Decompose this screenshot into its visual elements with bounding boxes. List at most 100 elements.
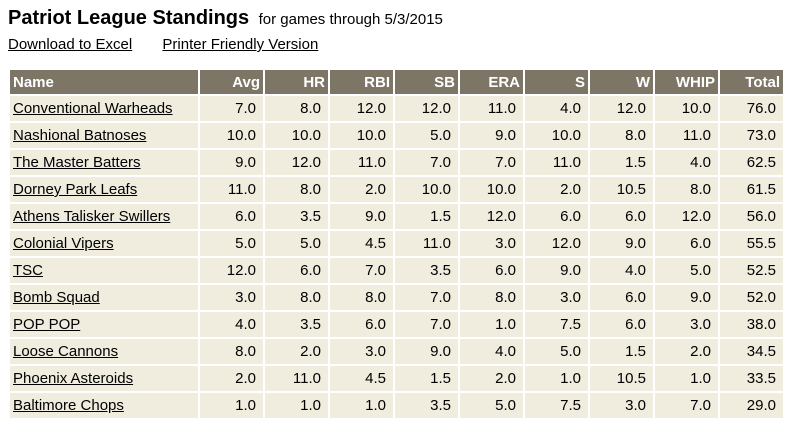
team-name-link[interactable]: Dorney Park Leafs [13, 181, 138, 198]
team-name-link[interactable]: Conventional Warheads [13, 100, 173, 117]
stat-cell: 2.0 [525, 177, 588, 202]
table-row: Colonial Vipers 5.0 5.0 4.5 11.0 3.0 12.0 9.0 6.… [10, 231, 783, 256]
stat-cell: 12.0 [395, 96, 458, 121]
team-name-link[interactable]: Phoenix Asteroids [13, 370, 134, 387]
column-header-w: W [590, 70, 653, 94]
stat-cell: 3.5 [395, 393, 458, 418]
stat-cell: 2.0 [655, 339, 718, 364]
table-row: The Master Batters 9.0 12.0 11.0 7.0 7.0 11.0 1… [10, 150, 783, 175]
table-row: Nashional Batnoses 10.0 10.0 10.0 5.0 9.0 10.0… [10, 123, 783, 148]
stat-cell: 2.0 [330, 177, 393, 202]
stat-cell: 55.5 [720, 231, 783, 256]
stat-cell: 7.0 [395, 312, 458, 337]
team-name-cell: Bomb Squad [10, 285, 198, 310]
stat-cell: 6.0 [200, 204, 263, 229]
stat-cell: 4.0 [590, 258, 653, 283]
table-row: Athens Talisker Swillers 6.0 3.5 9.0 1.5 12.0… [10, 204, 783, 229]
team-name-cell: Loose Cannons [10, 339, 198, 364]
team-name-link[interactable]: TSC [13, 262, 43, 279]
download-to-excel-link[interactable]: Download to Excel [8, 36, 133, 53]
stat-cell: 3.0 [655, 312, 718, 337]
stat-cell: 52.0 [720, 285, 783, 310]
stat-cell: 8.0 [265, 285, 328, 310]
stat-cell: 29.0 [720, 393, 783, 418]
stat-cell: 10.0 [265, 123, 328, 148]
stat-cell: 4.0 [655, 150, 718, 175]
stat-cell: 3.0 [460, 231, 523, 256]
stat-cell: 10.0 [200, 123, 263, 148]
stat-cell: 10.0 [655, 96, 718, 121]
team-name-link[interactable]: Athens Talisker Swillers [13, 208, 171, 225]
stat-cell: 7.0 [200, 96, 263, 121]
team-name-link[interactable]: The Master Batters [13, 154, 141, 171]
stat-cell: 9.0 [330, 204, 393, 229]
printer-friendly-version-link[interactable]: Printer Friendly Version [162, 36, 319, 53]
table-header-row: Name Avg HR RBI SB ERA S W WHIP Total [10, 70, 783, 94]
team-name-cell: Athens Talisker Swillers [10, 204, 198, 229]
team-name-cell: Conventional Warheads [10, 96, 198, 121]
stat-cell: 1.0 [200, 393, 263, 418]
stat-cell: 62.5 [720, 150, 783, 175]
stat-cell: 8.0 [655, 177, 718, 202]
stat-cell: 6.0 [525, 204, 588, 229]
stat-cell: 12.0 [330, 96, 393, 121]
team-name-link[interactable]: POP POP [13, 316, 81, 333]
stat-cell: 6.0 [590, 312, 653, 337]
column-header-total: Total [720, 70, 783, 94]
stat-cell: 11.0 [330, 150, 393, 175]
stat-cell: 3.0 [525, 285, 588, 310]
column-header-hr: HR [265, 70, 328, 94]
table-row: Baltimore Chops 1.0 1.0 1.0 3.5 5.0 7.5 3.0 7.0 2… [10, 393, 783, 418]
table-row: Phoenix Asteroids 2.0 11.0 4.5 1.5 2.0 1.0 10.5… [10, 366, 783, 391]
column-header-era: ERA [460, 70, 523, 94]
stat-cell: 5.0 [395, 123, 458, 148]
stat-cell: 12.0 [200, 258, 263, 283]
column-header-rbi: RBI [330, 70, 393, 94]
stat-cell: 9.0 [525, 258, 588, 283]
stat-cell: 7.0 [395, 285, 458, 310]
stat-cell: 11.0 [265, 366, 328, 391]
table-row: POP POP 4.0 3.5 6.0 7.0 1.0 7.5 6.0 3.0 38.0 [10, 312, 783, 337]
stat-cell: 4.0 [200, 312, 263, 337]
stat-cell: 8.0 [265, 177, 328, 202]
stat-cell: 33.5 [720, 366, 783, 391]
column-header-whip: WHIP [655, 70, 718, 94]
stat-cell: 52.5 [720, 258, 783, 283]
stat-cell: 56.0 [720, 204, 783, 229]
stat-cell: 10.0 [525, 123, 588, 148]
team-name-cell: TSC [10, 258, 198, 283]
team-name-cell: Baltimore Chops [10, 393, 198, 418]
stat-cell: 3.5 [395, 258, 458, 283]
stat-cell: 34.5 [720, 339, 783, 364]
stat-cell: 12.0 [590, 96, 653, 121]
stat-cell: 3.0 [330, 339, 393, 364]
stat-cell: 5.0 [460, 393, 523, 418]
stat-cell: 5.0 [655, 258, 718, 283]
stat-cell: 10.0 [330, 123, 393, 148]
stat-cell: 9.0 [590, 231, 653, 256]
stat-cell: 1.5 [395, 204, 458, 229]
stat-cell: 12.0 [525, 231, 588, 256]
stat-cell: 12.0 [460, 204, 523, 229]
team-name-link[interactable]: Nashional Batnoses [13, 127, 147, 144]
stat-cell: 11.0 [525, 150, 588, 175]
team-name-link[interactable]: Baltimore Chops [13, 397, 124, 414]
table-row: Conventional Warheads 7.0 8.0 12.0 12.0 11.0 4… [10, 96, 783, 121]
stat-cell: 1.5 [395, 366, 458, 391]
stat-cell: 2.0 [200, 366, 263, 391]
team-name-cell: Phoenix Asteroids [10, 366, 198, 391]
stat-cell: 11.0 [460, 96, 523, 121]
team-name-link[interactable]: Colonial Vipers [13, 235, 114, 252]
team-name-cell: POP POP [10, 312, 198, 337]
column-header-sb: SB [395, 70, 458, 94]
stat-cell: 7.5 [525, 393, 588, 418]
stat-cell: 3.5 [265, 204, 328, 229]
stat-cell: 12.0 [265, 150, 328, 175]
stat-cell: 2.0 [265, 339, 328, 364]
stat-cell: 1.0 [460, 312, 523, 337]
team-name-cell: Nashional Batnoses [10, 123, 198, 148]
table-row: Dorney Park Leafs 11.0 8.0 2.0 10.0 10.0 2.0 10… [10, 177, 783, 202]
team-name-link[interactable]: Bomb Squad [13, 289, 100, 306]
team-name-link[interactable]: Loose Cannons [13, 343, 119, 360]
stat-cell: 9.0 [200, 150, 263, 175]
